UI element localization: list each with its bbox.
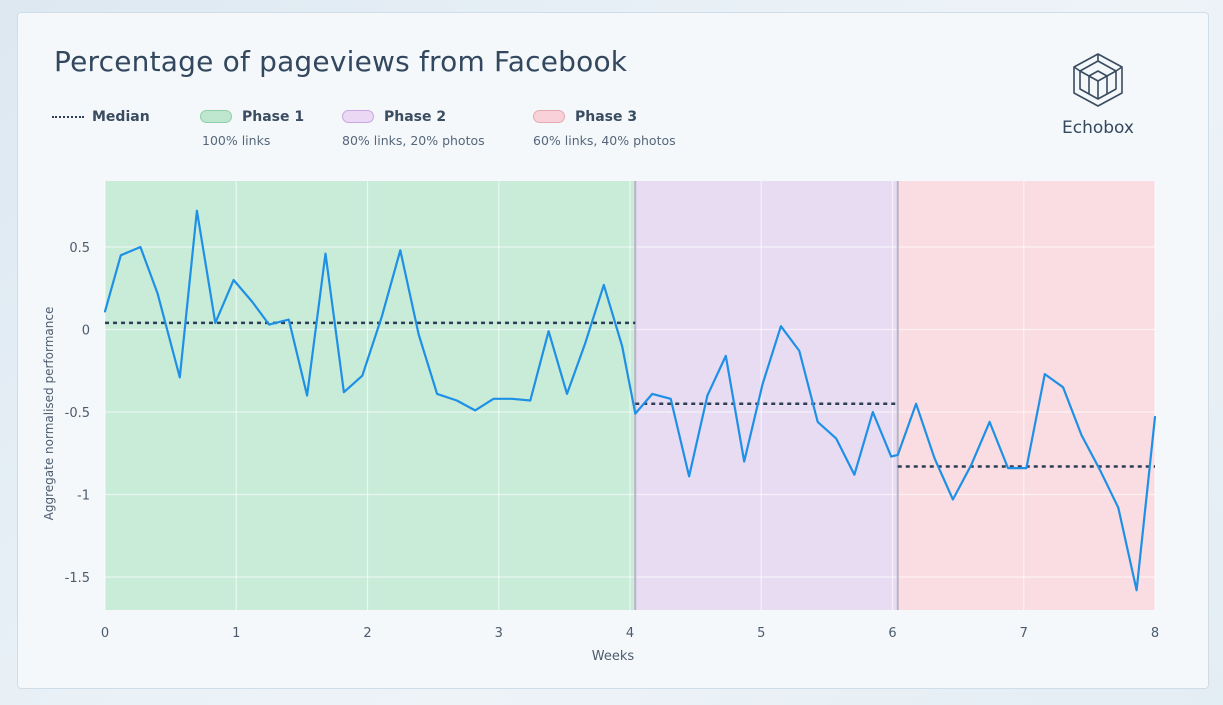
x-axis-label: Weeks <box>592 649 635 664</box>
x-tick-label-5: 5 <box>757 626 765 641</box>
phase-band-2 <box>635 181 898 610</box>
y-tick-label-4: -1.5 <box>65 571 90 586</box>
legend: Median Phase 1 100% links Phase 2 80% li… <box>52 106 752 154</box>
y-tick-label-0: 0.5 <box>69 241 90 256</box>
legend-phase-3-sub: 60% links, 40% photos <box>533 133 676 148</box>
series-lines <box>103 209 1157 592</box>
echobox-cube-icon <box>1073 53 1123 107</box>
x-tick-label-2: 2 <box>363 626 371 641</box>
y-tick-labels: 0.5 0 -0.5 -1 -1.5 <box>65 241 90 586</box>
phase-2-swatch <box>342 110 374 123</box>
series-line-1 <box>103 209 1157 592</box>
y-tick-label-3: -1 <box>77 489 90 504</box>
x-tick-label-7: 7 <box>1020 626 1028 641</box>
x-tick-labels: 0 1 2 3 4 5 6 7 8 <box>101 626 1159 641</box>
legend-phase-1-sub: 100% links <box>202 133 271 148</box>
x-tick-label-6: 6 <box>888 626 896 641</box>
x-tick-label-4: 4 <box>626 626 634 641</box>
phase-1-swatch <box>200 110 232 123</box>
brand-name: Echobox <box>1062 118 1134 138</box>
phase-3-swatch <box>533 110 565 123</box>
median-dash-key <box>52 116 84 118</box>
chart-title: Percentage of pageviews from Facebook <box>54 45 628 78</box>
phase-band-3 <box>897 181 1155 610</box>
x-tick-label-8: 8 <box>1151 626 1159 641</box>
phase-separators <box>634 181 899 610</box>
legend-phase-1-label: Phase 1 <box>242 109 305 125</box>
x-tick-label-3: 3 <box>495 626 503 641</box>
grid-lines <box>104 181 1156 610</box>
brand-logo: Echobox <box>1054 50 1142 138</box>
phase-band-1 <box>105 181 636 610</box>
legend-phase-3-label: Phase 3 <box>575 109 638 125</box>
x-tick-label-1: 1 <box>232 626 240 641</box>
y-axis-label: Aggregate normalised performance <box>42 307 56 521</box>
x-tick-label-0: 0 <box>101 626 109 641</box>
y-tick-label-1: 0 <box>82 324 90 339</box>
legend-phase-2-label: Phase 2 <box>384 109 447 125</box>
legend-median-label: Median <box>92 109 150 125</box>
legend-phase-2-sub: 80% links, 20% photos <box>342 133 485 148</box>
y-tick-label-2: -0.5 <box>65 406 90 421</box>
